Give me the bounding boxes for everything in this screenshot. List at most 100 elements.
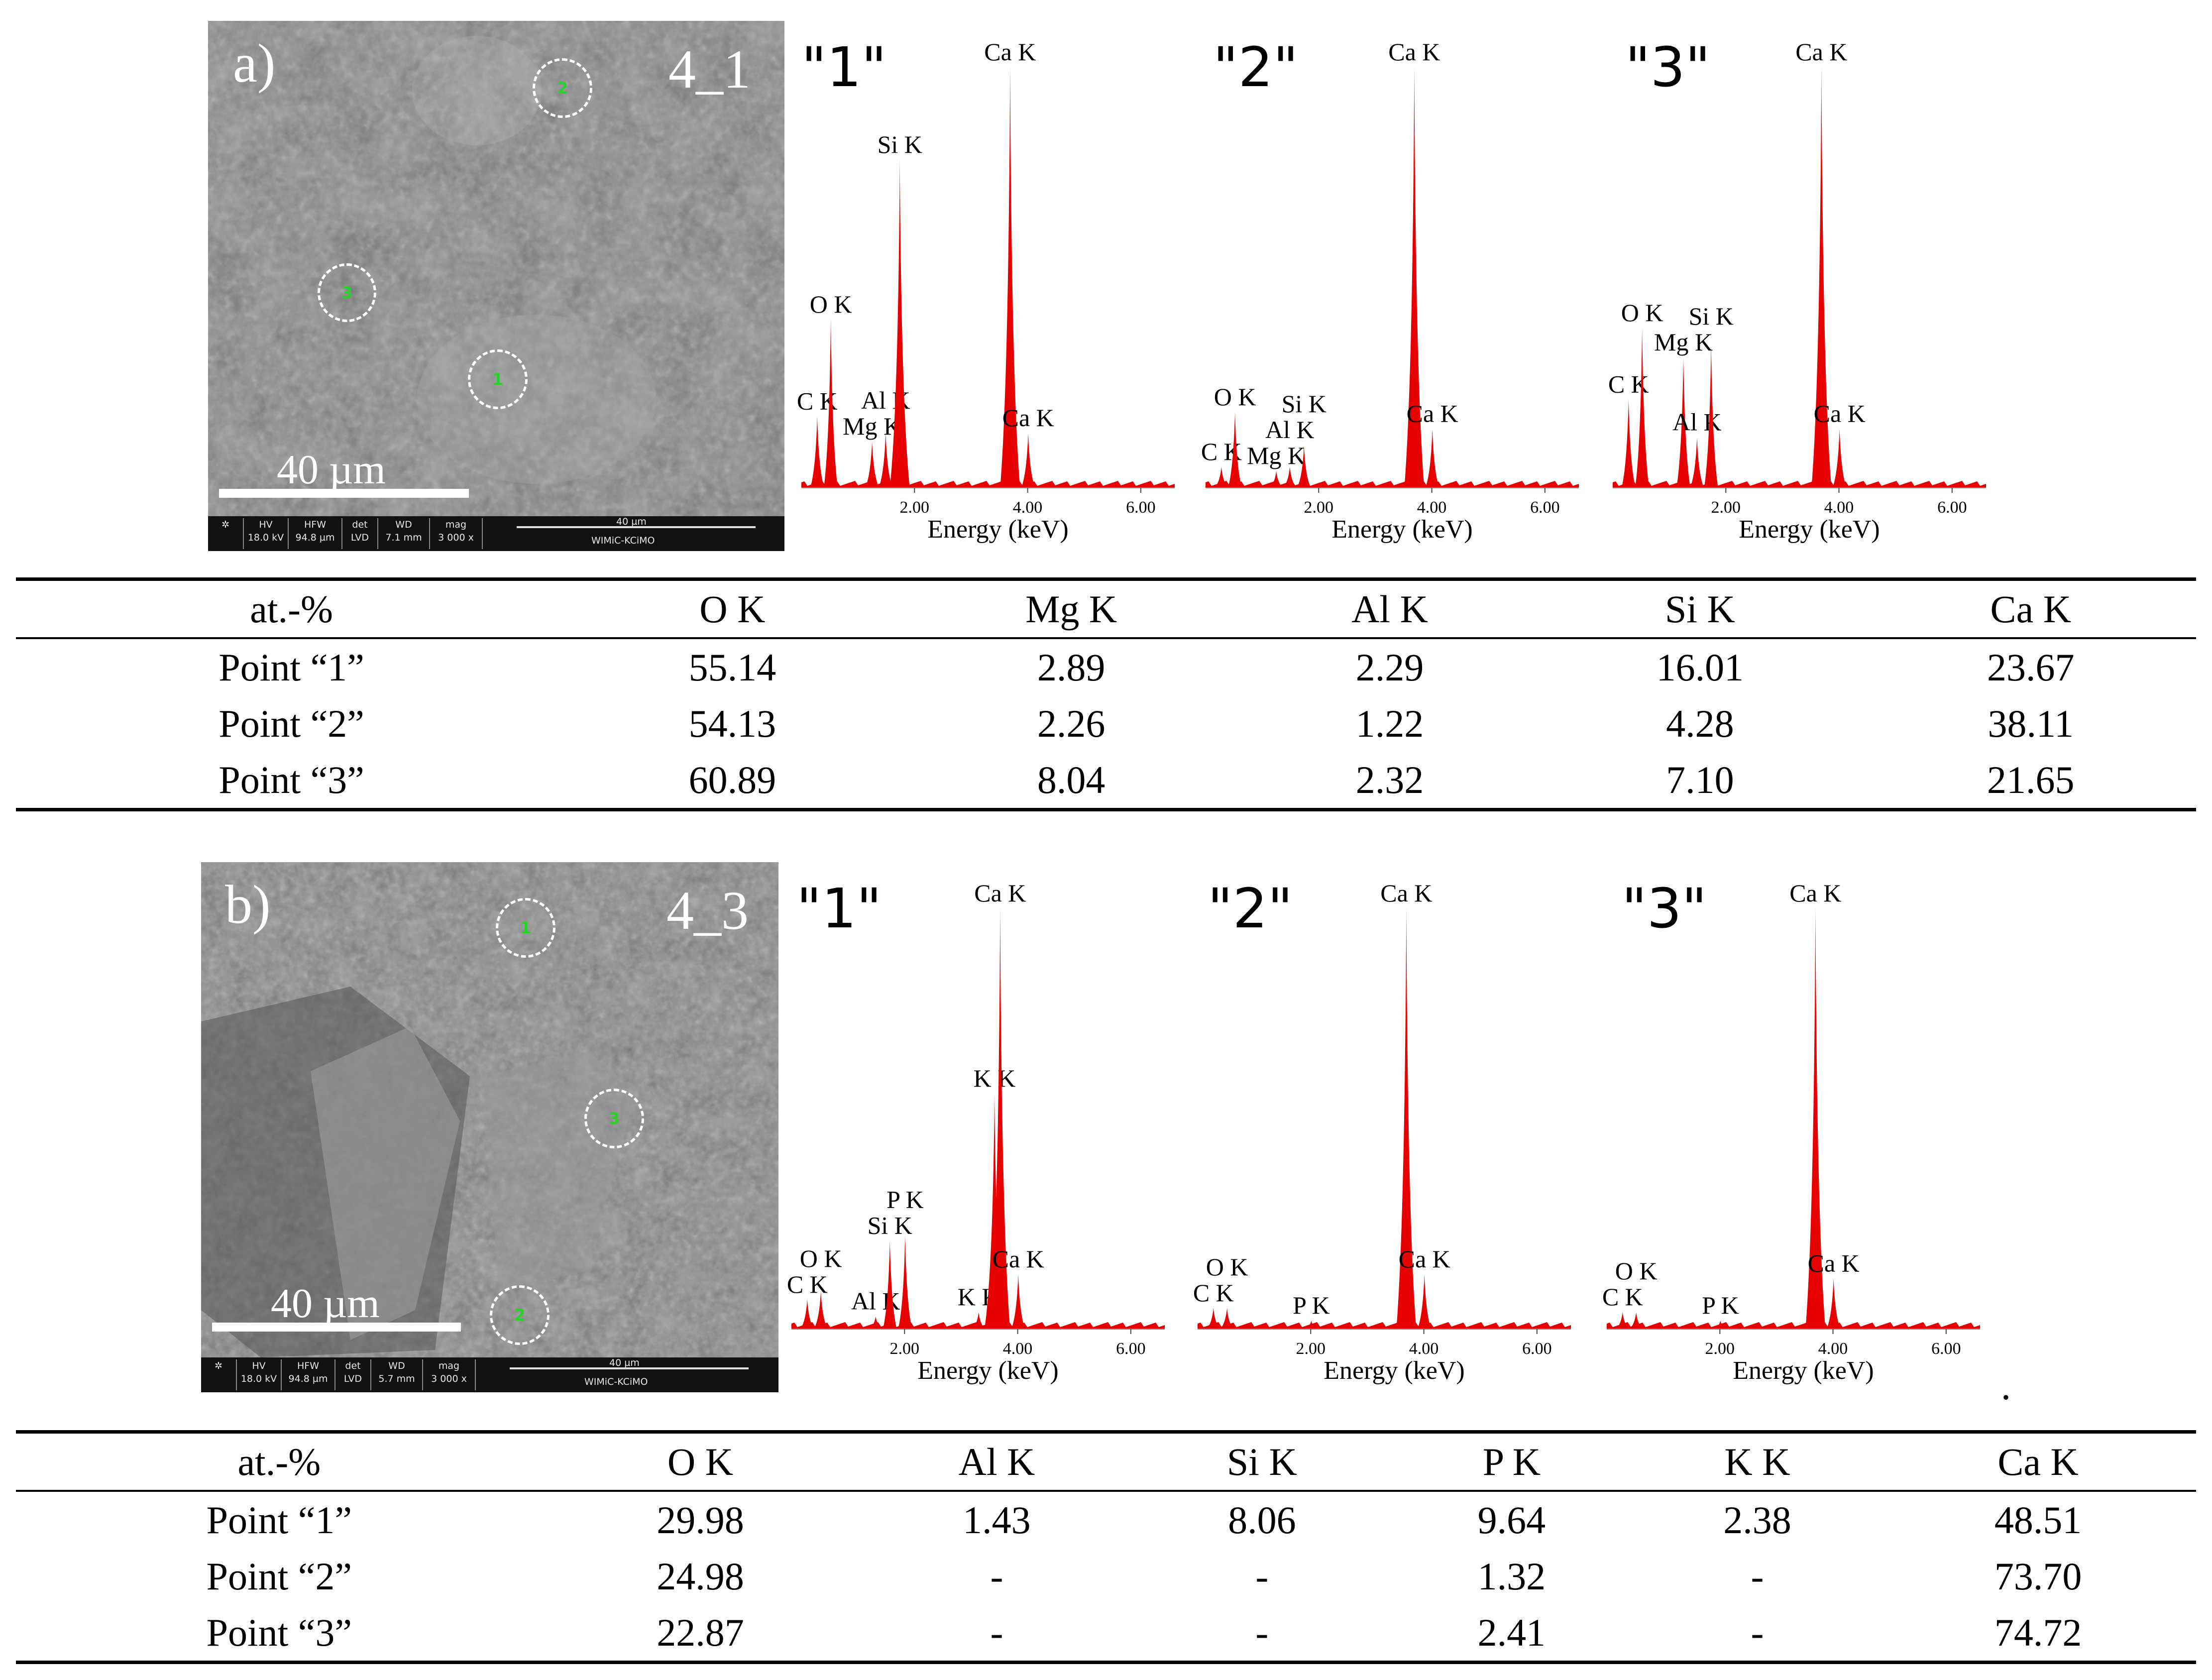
x-axis-label: Energy (keV) <box>927 515 1069 544</box>
analysis-point-3: 3 <box>584 1089 644 1148</box>
scale-bar <box>219 489 469 498</box>
table-cell: 55.14 <box>688 645 776 689</box>
spectrum-baseline <box>1607 1322 1980 1329</box>
x-tick-label: 2.00 <box>900 498 930 517</box>
table-cell: 1.22 <box>1355 701 1424 745</box>
spectrum-title: "1" <box>796 877 882 940</box>
table-cell: 2.89 <box>1037 645 1106 689</box>
spectrum-peak <box>972 1312 986 1329</box>
spectrum-baseline <box>1198 1322 1571 1329</box>
spectrum-peak <box>800 1299 814 1329</box>
peak-label: Si K <box>878 130 922 158</box>
table-cell: Point “1” <box>206 1498 352 1542</box>
peak-label: Si K <box>1282 390 1327 418</box>
table-header: Ca K <box>1997 1440 2079 1483</box>
sem-logo-icon: ✲ <box>201 1359 237 1390</box>
peak-label: Ca K <box>1002 404 1054 432</box>
x-tick-label: 4.00 <box>1013 498 1043 517</box>
table-header-row: at.-% O K Mg K Al K Si K Ca K <box>16 579 2196 638</box>
analysis-point-1: 1 <box>496 898 555 958</box>
panel-label: b) <box>225 874 271 935</box>
peak-label: C K <box>1193 1279 1234 1307</box>
x-tick-label: 4.00 <box>1818 1340 1848 1358</box>
table-cell: 7.10 <box>1666 758 1734 801</box>
peak-label: Ca K <box>1380 879 1432 907</box>
sem-image-a: a) 4_1 2 3 1 40 µm ✲ HV 18.0 kV HFW 94.8 µ… <box>208 21 784 551</box>
spectrum-peak <box>824 320 838 488</box>
table-cell: 2.41 <box>1477 1610 1546 1654</box>
table-cell: 8.06 <box>1228 1498 1296 1542</box>
table-cell: 21.65 <box>1987 758 2075 801</box>
peak-label: O K <box>1615 1257 1658 1285</box>
x-tick-label: 2.00 <box>890 1340 920 1358</box>
spectrum-peak <box>1690 437 1704 488</box>
spectrum-peak <box>1304 1321 1319 1329</box>
sem-image-b: b) 4_3 1 3 2 40 µm ✲ HV 18.0 kV HFW 94.8 µ… <box>201 862 778 1392</box>
scale-bar <box>212 1323 461 1332</box>
spectrum-plot: C KO KMg KAl KSi KCa KCa K2.00 4.00 6.00En… <box>1608 38 1986 544</box>
x-tick-label: 6.00 <box>1522 1340 1552 1358</box>
table-cell: Point “3” <box>206 1610 352 1654</box>
spectrum-peak <box>984 1093 1004 1329</box>
table-header: P K <box>1482 1440 1541 1483</box>
x-tick-label: 4.00 <box>1824 498 1854 517</box>
table-row: Point “2” 54.13 2.26 1.22 4.28 38.11 <box>16 695 2196 752</box>
table-row: Point “3” 22.87 - - 2.41 - 74.72 <box>16 1604 2196 1663</box>
table-header: Si K <box>1664 587 1735 631</box>
x-tick-label: 6.00 <box>1116 1340 1146 1358</box>
table-row: Point “2” 24.98 - - 1.32 - 73.70 <box>16 1548 2196 1604</box>
spectrum-peak <box>869 1316 883 1329</box>
spectrum-peak <box>1811 67 1832 488</box>
spectrum-peak <box>889 159 910 488</box>
spectrum-title: "3" <box>1622 877 1707 940</box>
x-tick-label: 4.00 <box>1003 1340 1033 1358</box>
x-axis-label: Energy (keV) <box>1331 515 1473 544</box>
spectrum-peak <box>1021 433 1035 488</box>
peak-label: Si K <box>1689 302 1734 330</box>
x-tick-label: 4.00 <box>1409 1340 1439 1358</box>
scale-bar-label: 40 µm <box>271 1280 380 1327</box>
table-header: at.-% <box>250 587 333 631</box>
spectrum-peak <box>1417 1274 1432 1329</box>
table-cell: 2.38 <box>1723 1498 1791 1542</box>
table-header: Al K <box>1351 587 1428 631</box>
table-cell: Point “3” <box>219 758 364 801</box>
table-cell: 73.70 <box>1994 1554 2082 1598</box>
table-cell: 38.11 <box>1988 701 2074 745</box>
table-cell: 4.28 <box>1666 701 1734 745</box>
table-cell: 22.87 <box>657 1610 744 1654</box>
peak-label: O K <box>1206 1253 1248 1281</box>
table-cell: 2.32 <box>1355 758 1424 801</box>
spectrum-peak <box>1297 446 1311 488</box>
spectrum-plot: C KO K P K Ca K Ca K 2.00 4.00 6.00 Energy (keV… <box>1193 879 1571 1385</box>
table-header-row: at.-% O K Al K Si K P K K K Ca K <box>16 1432 2196 1491</box>
peak-label: Mg K <box>843 412 901 440</box>
x-tick-label: 4.00 <box>1417 498 1447 517</box>
x-tick-label: 6.00 <box>1937 498 1967 517</box>
table-cell: - <box>1751 1554 1764 1598</box>
peak-label: Si K <box>868 1212 912 1239</box>
table-header: Al K <box>958 1440 1035 1483</box>
table-cell: 16.01 <box>1656 645 1744 689</box>
spectrum-baseline <box>1206 481 1579 488</box>
spectrum-peak <box>1635 328 1650 488</box>
table-cell: - <box>990 1610 1003 1654</box>
spectrum-peak <box>1805 908 1826 1329</box>
spectrum-peak <box>1269 471 1284 488</box>
spectrum-peak <box>1629 1312 1644 1329</box>
peak-label: Al K <box>1672 408 1722 436</box>
spectrum-peak <box>1425 429 1439 488</box>
spectrum-plot: C KO KMg KAl KSi KCa KCa K2.00 4.00 6.00En… <box>1201 38 1579 544</box>
spectrum-title: "2" <box>1213 35 1299 99</box>
spectrum-plot: C KO KAl KSi KP KK KK KCa KCa K2.00 4.00 6… <box>787 879 1165 1385</box>
spectrum-peak <box>810 416 824 488</box>
spectrum-peak <box>1000 67 1020 488</box>
spectrum-peak <box>1404 67 1425 488</box>
spectrum-peak <box>1220 1308 1234 1329</box>
table-header: Si K <box>1226 1440 1297 1483</box>
sem-texture-a <box>208 21 784 551</box>
